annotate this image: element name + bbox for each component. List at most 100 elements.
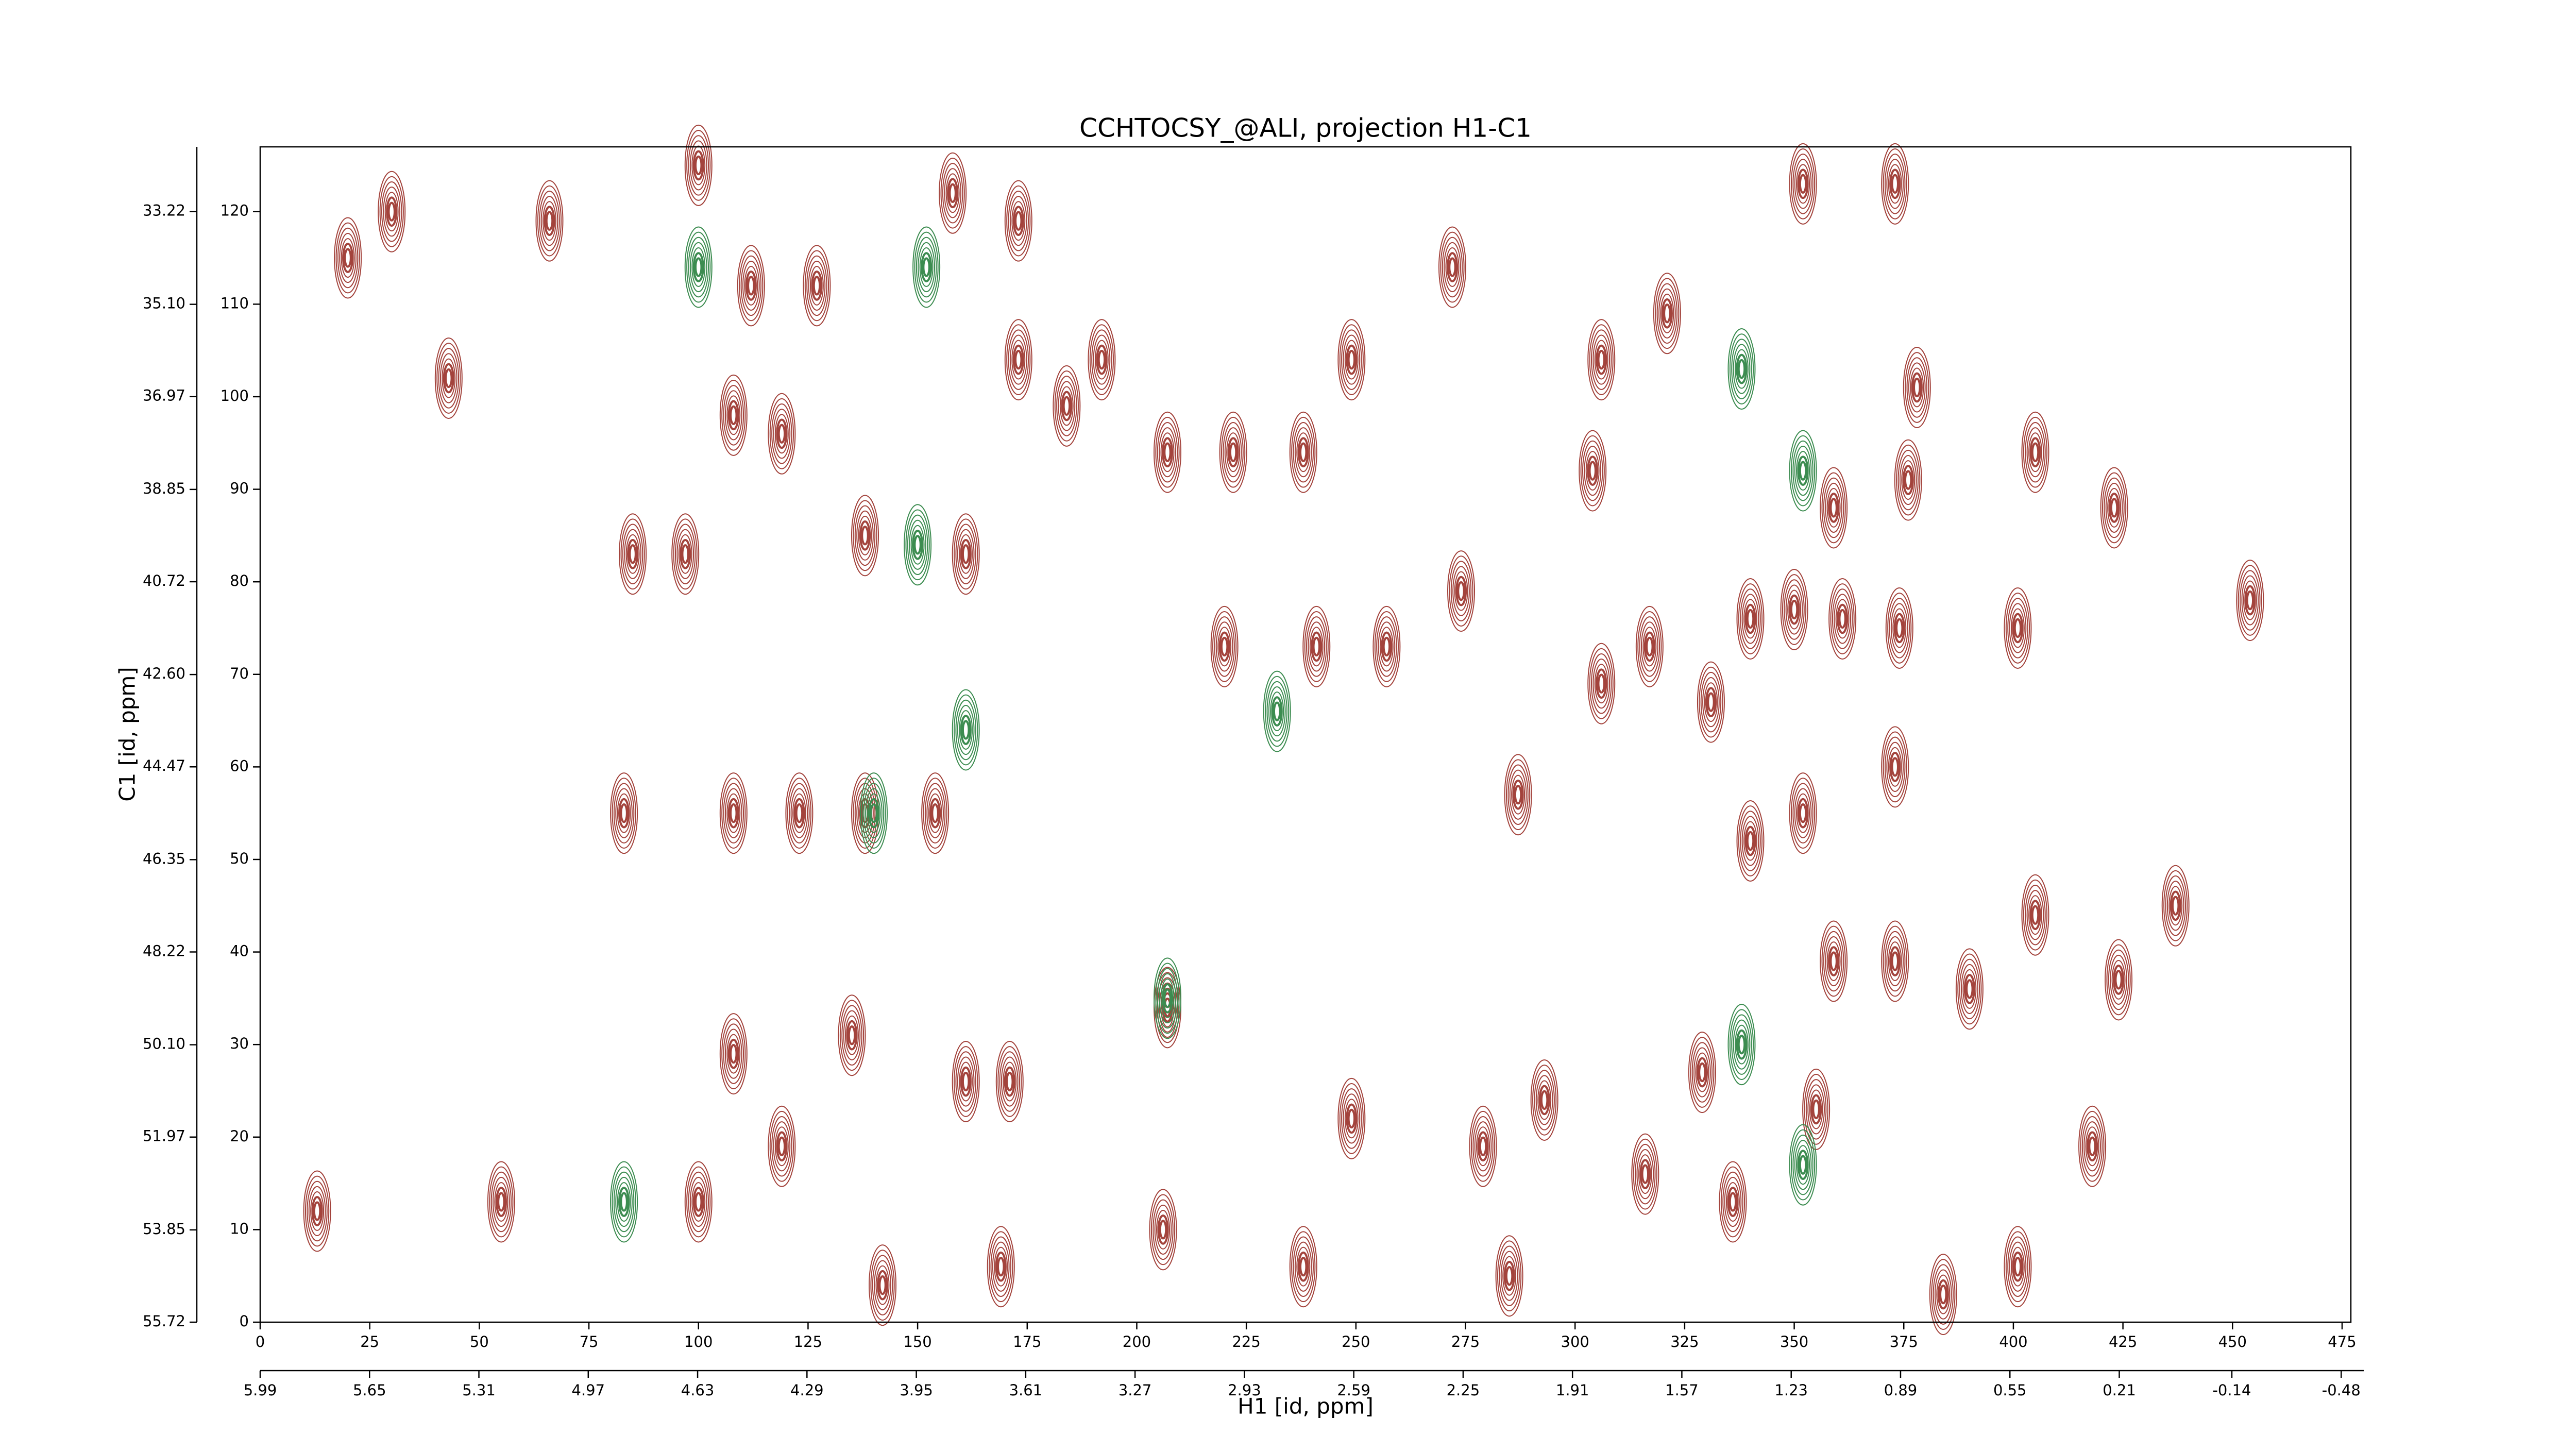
contour-level (2021, 874, 2049, 956)
peak (1579, 430, 1607, 512)
contour-level (618, 798, 630, 829)
contour-level (1807, 1084, 1825, 1135)
contour-level (867, 793, 881, 833)
contour-level (1159, 1220, 1167, 1240)
contour-level (922, 257, 930, 277)
contour-level (1796, 793, 1810, 833)
contour-level (2085, 1126, 2099, 1167)
contour-level (1306, 616, 1327, 677)
contour-level (1697, 661, 1725, 743)
contour-level (947, 178, 959, 209)
contour-level (1832, 588, 1853, 649)
y-tick-label: 120 (221, 202, 249, 220)
x2-tick-label: 2.59 (1337, 1381, 1370, 1399)
contour-level (1291, 1231, 1316, 1303)
peak (2236, 560, 2264, 642)
contour-level (1444, 242, 1461, 293)
contour-level (2025, 421, 2046, 483)
contour-level (1374, 611, 1399, 682)
contour-level (1661, 298, 1673, 329)
contour-level (2238, 565, 2262, 636)
contour-level (1789, 1124, 1817, 1206)
contour-level (727, 1038, 739, 1069)
contour-level (875, 1265, 890, 1305)
contour-level (1636, 1149, 1654, 1200)
contour-level (342, 243, 354, 273)
contour-level (997, 1257, 1005, 1277)
contour-level (1789, 772, 1817, 854)
contour-level (1219, 411, 1247, 493)
contour-level (2108, 949, 2129, 1010)
x-tick-label: 200 (1123, 1333, 1151, 1351)
contour-level (1693, 1047, 1711, 1098)
contour-level (1963, 974, 1975, 1004)
peak (1820, 467, 1848, 549)
contour-level (1372, 605, 1401, 687)
contour-level (874, 1260, 891, 1310)
contour-level (1821, 925, 1846, 997)
contour-level (2010, 1246, 2025, 1287)
contour-level (1449, 555, 1473, 627)
contour-level (1263, 670, 1291, 752)
contour-level (610, 772, 638, 854)
contour-level (304, 1175, 330, 1247)
contour-level (727, 798, 739, 829)
contour-level (854, 505, 876, 566)
contour-level (692, 1187, 704, 1217)
contour-level (1210, 605, 1239, 687)
contour-level (1746, 609, 1755, 629)
contour-level (1802, 1068, 1831, 1150)
contour-level (545, 211, 554, 231)
x2-tick-label: 3.95 (900, 1381, 933, 1399)
contour-level (2007, 1236, 2028, 1297)
contour-level (1530, 1059, 1558, 1141)
contour-level (1376, 616, 1397, 677)
contour-level (1828, 578, 1857, 660)
contour-level (730, 405, 738, 426)
contour-level (1743, 599, 1757, 639)
contour-level (2171, 896, 2180, 916)
peak (1504, 754, 1532, 836)
contour-level (961, 1071, 970, 1092)
x2-tick-label: 5.31 (462, 1381, 496, 1399)
contour-level (2161, 865, 2190, 947)
x-tick-label: 25 (360, 1333, 379, 1351)
contour-level (1744, 603, 1756, 634)
contour-level (1343, 1093, 1361, 1144)
contour-level (2012, 613, 2024, 644)
contour-level (961, 544, 970, 564)
peak (1337, 319, 1366, 401)
peak (1154, 957, 1182, 1039)
contour-level (921, 252, 933, 282)
contour-level (1012, 344, 1024, 375)
contour-level (2243, 580, 2257, 620)
contour-level (1589, 324, 1614, 395)
contour-level (1270, 691, 1284, 732)
contour-level (1892, 608, 1907, 648)
contour-level (1346, 344, 1358, 375)
plot-frame (259, 146, 2352, 1323)
contour-level (688, 135, 709, 196)
contour-level (1304, 611, 1329, 682)
contour-level (905, 509, 930, 581)
contour-level (1904, 470, 1912, 490)
peak (684, 124, 713, 206)
peak (1004, 180, 1032, 262)
contour-level (313, 1201, 321, 1221)
contour-level (940, 157, 965, 229)
contour-level (1159, 427, 1176, 478)
peak (1780, 569, 1808, 651)
contour-level (1091, 329, 1112, 390)
contour-level (1825, 936, 1842, 987)
contour-level (957, 529, 975, 579)
contour-level (1161, 437, 1174, 468)
contour-level (952, 513, 980, 595)
contour-level (493, 1176, 510, 1227)
contour-level (1382, 636, 1391, 657)
contour-level (747, 276, 755, 296)
contour-level (378, 171, 406, 252)
contour-level (1294, 427, 1312, 478)
contour-level (739, 250, 764, 322)
x-tick-label: 325 (1670, 1333, 1699, 1351)
contour-level (1470, 1110, 1496, 1182)
